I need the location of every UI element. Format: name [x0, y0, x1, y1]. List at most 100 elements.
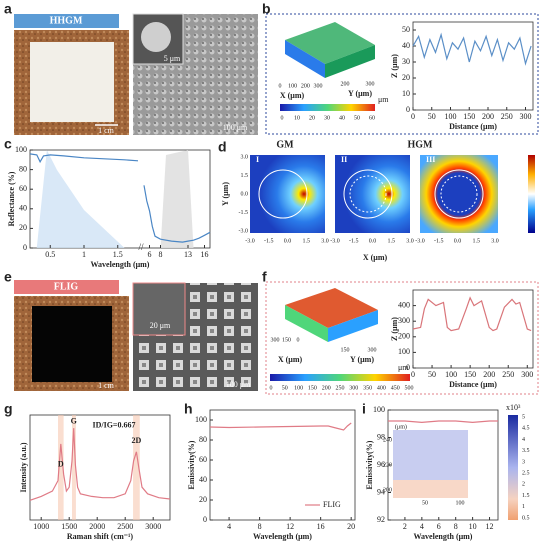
colorbar-tick: 100 — [294, 385, 303, 391]
colorbar-tick: 4 — [522, 437, 525, 443]
map-index: I — [256, 155, 259, 164]
colorbar — [508, 415, 518, 520]
colorbar-tick: 250 — [336, 385, 345, 391]
y-tick-label: 80 — [199, 435, 207, 444]
axis-tick: -1.5 — [264, 238, 274, 244]
x-tick-label: 1500 — [61, 522, 77, 531]
x-tick-label: 8 — [159, 250, 163, 259]
axis-break: // — [138, 242, 144, 252]
inset-field — [393, 480, 468, 498]
panel-label: g — [4, 401, 13, 417]
map-title: HGM — [408, 139, 434, 150]
data-line — [388, 420, 498, 424]
colorbar-tick: 40 — [339, 115, 345, 121]
x-tick-label: 150 — [463, 112, 475, 121]
scale-text: 5 μm — [164, 54, 181, 63]
axis-label: Y (μm) — [350, 355, 374, 364]
colorbar-tick: 2.5 — [522, 470, 530, 476]
colorbar-tick: 10 — [294, 115, 300, 121]
x-tick-label: 2000 — [89, 522, 105, 531]
particle-outline — [434, 169, 484, 219]
y-axis-label: Reflectance (%) — [7, 171, 16, 226]
peak-band — [133, 415, 140, 520]
panel-label: f — [262, 269, 267, 285]
axis-tick: -3.0 — [415, 238, 425, 244]
x-tick-label: 250 — [501, 112, 513, 121]
field-map — [420, 155, 498, 233]
y-tick-label: 0 — [203, 515, 207, 524]
axis-tick: 200 — [341, 81, 350, 87]
axis-tick: 300 — [271, 337, 280, 343]
x-tick-label: 2 — [403, 522, 407, 531]
colorbar-tick: 20 — [309, 115, 315, 121]
panel-label: a — [4, 1, 12, 17]
x-axis-label: Wavelength (μm) — [414, 532, 473, 541]
x-tick-label: 150 — [464, 370, 476, 379]
x-axis-label: Wavelength (μm) — [91, 260, 150, 269]
colorbar-tick: 0 — [270, 385, 273, 391]
colorbar-tick: 300 — [349, 385, 358, 391]
x-tick-label: 6 — [148, 250, 152, 259]
y-tick-label: 10 — [402, 89, 410, 98]
y-tick-label: 60 — [199, 455, 207, 464]
unit: μm — [398, 363, 409, 372]
data-line — [412, 296, 532, 332]
x-tick-label: 8 — [258, 522, 262, 531]
axis-tick: 1.5 — [303, 238, 311, 244]
colorbar — [270, 374, 410, 381]
x-tick-label: 13 — [184, 250, 192, 259]
y-tick-label: 20 — [199, 495, 207, 504]
inset — [132, 282, 186, 336]
axis-label: X (μm) — [278, 355, 303, 364]
x-axis-label: Wavelength (μm) — [253, 532, 312, 541]
axis-tick: 3.0 — [321, 238, 329, 244]
x-axis-label: Raman shift (cm⁻¹) — [67, 532, 134, 541]
field-map — [250, 155, 325, 233]
data-line — [209, 422, 352, 431]
map-title: GM — [276, 139, 294, 150]
annotation: G — [71, 416, 77, 425]
plot-frame — [412, 21, 534, 111]
colorbar-tick: 5 — [522, 414, 525, 420]
colorbar-tick: 0 — [281, 115, 284, 121]
y-tick-label: 100 — [195, 415, 207, 424]
colorbar-tick: 500 — [405, 385, 414, 391]
axis-tick: 200 — [301, 83, 310, 89]
axis-tick: -1.5 — [349, 238, 359, 244]
surface-side — [285, 305, 328, 342]
colorbar-tick: 3.5 — [522, 448, 530, 454]
y-axis-label: Emissivity(%) — [187, 440, 196, 489]
particle-core — [440, 175, 478, 213]
x-tick-label: 50 — [428, 370, 436, 379]
inset-tick: 240 — [383, 437, 392, 443]
y-tick-label: 300 — [398, 316, 410, 325]
y-tick-label: 50 — [402, 25, 410, 34]
particle-outline — [258, 169, 308, 219]
panel-label: i — [362, 401, 366, 417]
particle-outline — [343, 169, 393, 219]
panel-title: FLIG — [54, 281, 79, 292]
axis-tick: -1.5 — [434, 238, 444, 244]
axis-tick: 1.5 — [388, 238, 396, 244]
x-tick-label: 4 — [227, 522, 231, 531]
x-tick-label: 2500 — [117, 522, 133, 531]
inset-unit: (μm) — [395, 423, 407, 430]
sphere — [141, 22, 171, 52]
axis-tick: -3.0 — [245, 238, 255, 244]
y-tick-label: 0 — [23, 243, 27, 252]
y-axis-label: Intensity (a.u.) — [19, 442, 28, 492]
surface-side — [325, 45, 375, 78]
x-tick-label: 300 — [521, 370, 533, 379]
x-tick-label: 0 — [411, 112, 415, 121]
solar-spectrum — [36, 150, 125, 248]
colorbar-tick: 3 — [522, 459, 525, 465]
axis-label: Y (μm) — [348, 89, 372, 98]
x-tick-label: 10 — [469, 522, 477, 531]
title-bar — [14, 280, 119, 294]
scale-text: 1 cm — [98, 126, 115, 135]
axis-tick: 0.0 — [284, 238, 292, 244]
panel-label: c — [4, 136, 12, 152]
axis-tick: 0 — [279, 83, 282, 89]
annotation: 2D — [132, 436, 142, 445]
